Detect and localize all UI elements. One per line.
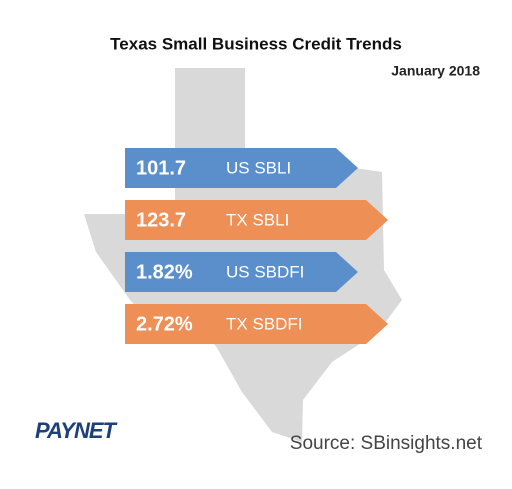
indicator-arrow <box>125 200 388 240</box>
title: Texas Small Business Credit Trends <box>110 34 402 53</box>
indicator-arrow <box>125 252 358 292</box>
indicator-value: 101.7 <box>136 157 186 179</box>
indicator-label: US SBLI <box>226 158 291 177</box>
indicator-list: 101.7 US SBLI 123.7 TX SBLI 1.82% US SBDFI 2.7… <box>125 148 388 344</box>
indicator-value: 1.82% <box>136 261 193 283</box>
indicator-arrow <box>125 304 388 344</box>
logo: PAYNET <box>35 418 118 443</box>
indicator-value: 123.7 <box>136 209 186 231</box>
source: Source: SBinsights.net <box>290 433 483 454</box>
indicator-label: TX SBDFI <box>226 314 303 333</box>
indicator-label: TX SBLI <box>226 210 289 229</box>
subtitle: January 2018 <box>391 63 480 79</box>
indicator-label: US SBDFI <box>226 262 304 281</box>
indicator-arrow <box>125 148 358 188</box>
indicator-value: 2.72% <box>136 313 193 335</box>
